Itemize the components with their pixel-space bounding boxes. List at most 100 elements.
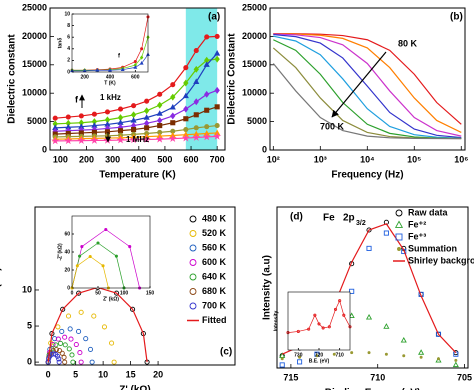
marker bbox=[419, 355, 423, 359]
annotation: (a) bbox=[208, 12, 220, 23]
legend-marker bbox=[189, 302, 197, 310]
x-tick-label: 150 bbox=[146, 290, 155, 296]
marker bbox=[96, 241, 100, 245]
marker bbox=[192, 133, 201, 141]
marker bbox=[383, 230, 389, 236]
x-tick-label: 300 bbox=[105, 154, 120, 164]
marker bbox=[366, 245, 372, 251]
marker bbox=[435, 356, 442, 363]
marker bbox=[452, 361, 459, 368]
marker bbox=[57, 340, 64, 346]
marker bbox=[78, 254, 82, 258]
marker bbox=[193, 65, 199, 73]
marker bbox=[104, 227, 108, 232]
marker bbox=[383, 323, 390, 329]
marker bbox=[313, 313, 317, 317]
x-tick-label: 15 bbox=[126, 369, 136, 379]
marker bbox=[59, 350, 65, 356]
marker bbox=[139, 55, 144, 60]
x-tick-label: 0 bbox=[46, 369, 51, 379]
marker bbox=[77, 350, 83, 356]
legend-label: 480 K bbox=[202, 213, 227, 223]
marker bbox=[454, 358, 458, 362]
marker bbox=[435, 331, 442, 337]
plot-frame bbox=[34, 206, 236, 366]
legend-marker bbox=[189, 288, 197, 295]
marker bbox=[170, 82, 176, 88]
annotation: 700 K bbox=[320, 121, 345, 131]
marker bbox=[342, 313, 346, 317]
marker bbox=[133, 65, 138, 69]
marker bbox=[101, 264, 105, 268]
marker bbox=[83, 336, 89, 342]
x-tick-label: 710 bbox=[335, 352, 344, 358]
marker bbox=[88, 254, 92, 259]
plot-frame bbox=[269, 7, 466, 151]
legend-label: Raw data bbox=[408, 207, 449, 217]
marker bbox=[90, 136, 99, 144]
legend-label: 700 K bbox=[202, 300, 227, 310]
x-tick-label: 600 bbox=[184, 154, 199, 164]
x-tick-label: 400 bbox=[106, 74, 115, 80]
annotation: 3/2 bbox=[356, 220, 366, 227]
marker bbox=[111, 359, 117, 365]
y-tick-label: 0 bbox=[42, 144, 47, 154]
marker bbox=[157, 123, 163, 129]
marker bbox=[76, 290, 82, 296]
marker bbox=[170, 120, 176, 126]
marker bbox=[62, 359, 68, 365]
marker bbox=[67, 326, 73, 332]
marker bbox=[64, 136, 73, 145]
marker bbox=[55, 353, 61, 359]
x-tick-label: 5 bbox=[73, 369, 78, 379]
marker bbox=[214, 104, 220, 110]
y-axis-label: -Z''(kΩ) bbox=[57, 243, 63, 261]
marker bbox=[65, 114, 71, 120]
marker bbox=[204, 90, 210, 98]
series-line bbox=[273, 33, 462, 139]
marker bbox=[157, 101, 163, 109]
marker bbox=[129, 135, 138, 144]
marker bbox=[155, 135, 164, 143]
x-axis-label: Temperature (K) bbox=[99, 170, 176, 181]
series-line bbox=[72, 37, 149, 71]
x-tick-label: 400 bbox=[131, 154, 146, 164]
y-tick-label: 10000 bbox=[22, 88, 47, 98]
marker bbox=[168, 134, 177, 143]
marker bbox=[142, 135, 151, 143]
y-tick-label: 0 bbox=[27, 356, 32, 366]
plot-frame bbox=[276, 206, 469, 369]
x-tick-label: 720 bbox=[315, 352, 324, 358]
annotation: f bbox=[118, 54, 121, 60]
legend-label: Fe⁺³ bbox=[408, 231, 426, 241]
y-tick-label: 20000 bbox=[242, 31, 267, 41]
y-tick-label: 8 bbox=[67, 23, 70, 29]
marker bbox=[298, 355, 302, 359]
marker bbox=[317, 322, 321, 326]
y-tick-label: 2 bbox=[67, 58, 70, 64]
legend-marker bbox=[189, 230, 197, 237]
marker bbox=[87, 346, 94, 352]
series-line bbox=[55, 53, 218, 129]
marker bbox=[321, 326, 325, 330]
series-line bbox=[273, 33, 462, 133]
x-tick-label: 100 bbox=[120, 290, 129, 296]
marker bbox=[348, 312, 355, 318]
y-axis-label: Dielectric Constant bbox=[227, 33, 238, 125]
x-tick-label: 710 bbox=[370, 372, 385, 382]
marker bbox=[95, 68, 100, 72]
legend-marker bbox=[189, 244, 197, 252]
marker bbox=[109, 340, 115, 346]
y-tick-label: 5000 bbox=[247, 116, 267, 126]
marker bbox=[104, 109, 111, 115]
marker bbox=[131, 127, 137, 133]
x-tick-label: 20 bbox=[153, 369, 163, 379]
legend-label: Summation bbox=[408, 243, 457, 253]
marker bbox=[57, 348, 63, 354]
marker bbox=[75, 264, 79, 268]
x-tick-label: 10² bbox=[267, 154, 280, 164]
marker bbox=[60, 306, 66, 312]
marker bbox=[131, 103, 137, 109]
legend-label: Fe⁺² bbox=[408, 219, 426, 229]
